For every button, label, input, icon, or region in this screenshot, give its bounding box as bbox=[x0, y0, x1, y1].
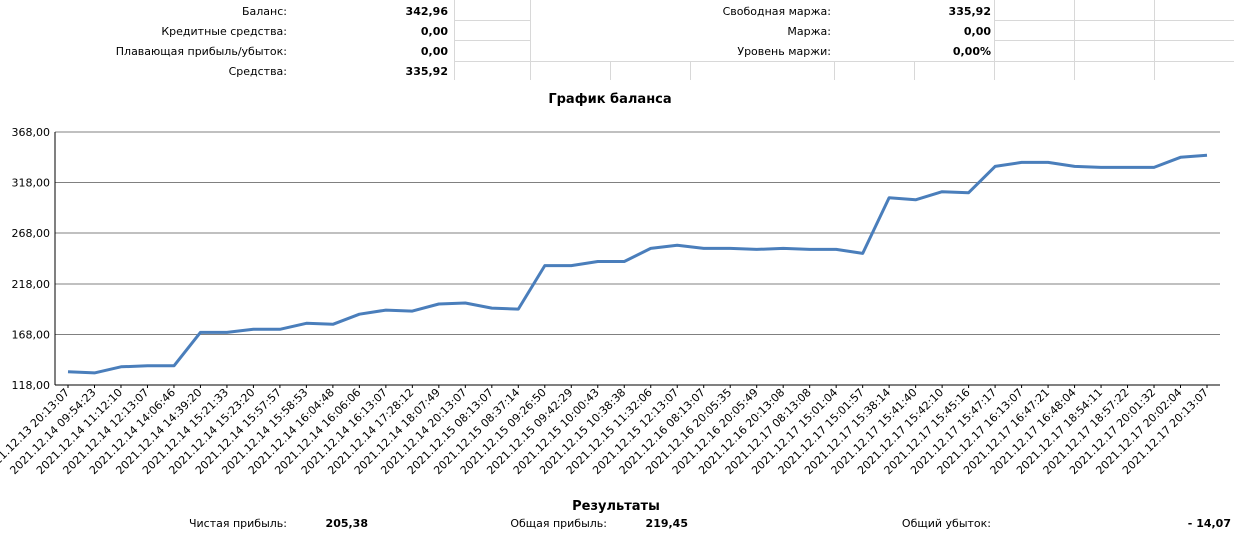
free-margin-value: 335,92 bbox=[948, 5, 991, 18]
credit-value: 0,00 bbox=[420, 25, 448, 38]
net-profit-label: Чистая прибыль: bbox=[188, 517, 287, 530]
grid-divider bbox=[454, 20, 530, 21]
grid-divider bbox=[454, 61, 1234, 62]
grid-divider bbox=[610, 62, 611, 80]
y-tick-label: 218,00 bbox=[12, 278, 51, 291]
y-tick-label: 318,00 bbox=[12, 177, 51, 190]
gross-loss-label: Общий убыток: bbox=[901, 517, 991, 530]
grid-divider bbox=[690, 62, 691, 80]
grid-divider bbox=[834, 62, 835, 80]
balance-series-line bbox=[67, 153, 1208, 375]
grid-divider bbox=[454, 40, 530, 41]
margin-label: Маржа: bbox=[787, 25, 831, 38]
free-margin-label: Свободная маржа: bbox=[722, 5, 831, 18]
grid-divider bbox=[914, 62, 915, 80]
margin-level-label: Уровень маржи: bbox=[737, 45, 831, 58]
gross-loss-value: - 14,07 bbox=[1187, 517, 1231, 530]
balance-value: 342,96 bbox=[405, 5, 448, 18]
balance-label: Баланс: bbox=[241, 5, 287, 18]
grid-divider bbox=[530, 0, 531, 80]
y-tick-label: 118,00 bbox=[12, 379, 51, 392]
chart-title: График баланса bbox=[548, 92, 672, 107]
y-tick-label: 168,00 bbox=[12, 328, 51, 341]
y-tick-label: 268,00 bbox=[12, 227, 51, 240]
gross-profit-label: Общая прибыль: bbox=[510, 517, 607, 530]
y-tick-label: 368,00 bbox=[12, 126, 51, 139]
floating-pl-label: Плавающая прибыль/убыток: bbox=[115, 45, 287, 58]
margin-value: 0,00 bbox=[963, 25, 991, 38]
credit-label: Кредитные средства: bbox=[161, 25, 287, 38]
grid-divider bbox=[994, 40, 1234, 41]
results-title: Результаты bbox=[572, 499, 660, 514]
floating-pl-value: 0,00 bbox=[420, 45, 448, 58]
gross-profit-value: 219,45 bbox=[645, 517, 688, 530]
equity-value: 335,92 bbox=[405, 65, 448, 78]
grid-divider bbox=[994, 20, 1234, 21]
margin-level-value: 0,00% bbox=[952, 45, 991, 58]
equity-label: Средства: bbox=[228, 65, 287, 78]
net-profit-value: 205,38 bbox=[325, 517, 368, 530]
